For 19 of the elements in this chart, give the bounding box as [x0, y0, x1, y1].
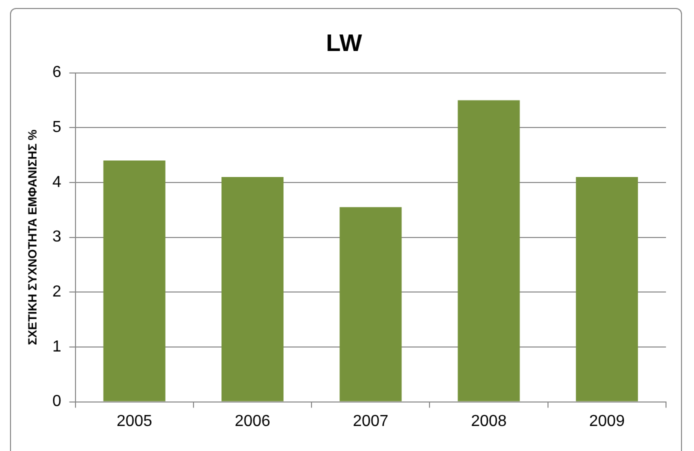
- y-tick-label: 2: [52, 284, 62, 301]
- bar: [340, 207, 402, 402]
- x-tick-label: 2008: [470, 412, 507, 430]
- x-tick-label: 2006: [234, 412, 270, 430]
- bar: [103, 160, 166, 402]
- chart-title: LW: [326, 30, 362, 58]
- y-tick-label: 4: [52, 174, 62, 191]
- x-tick-label: 2007: [352, 412, 389, 430]
- x-tick-label: 2005: [116, 412, 152, 430]
- bar: [458, 100, 520, 402]
- y-tick-label: 6: [52, 64, 62, 82]
- y-tick-label: 5: [52, 119, 62, 136]
- x-tick-label: 2009: [589, 412, 625, 430]
- y-tick-label: 1: [52, 338, 62, 356]
- bar: [576, 176, 638, 402]
- y-axis-title: ΣΧΕΤΙΚΗ ΣΥΧΝΟΤΗΤΑ ΕΜΦΑΝΙΣΗΣ %: [26, 129, 40, 346]
- y-tick-label: 0: [52, 393, 62, 410]
- y-tick-label: 3: [52, 228, 62, 246]
- bar: [221, 176, 284, 402]
